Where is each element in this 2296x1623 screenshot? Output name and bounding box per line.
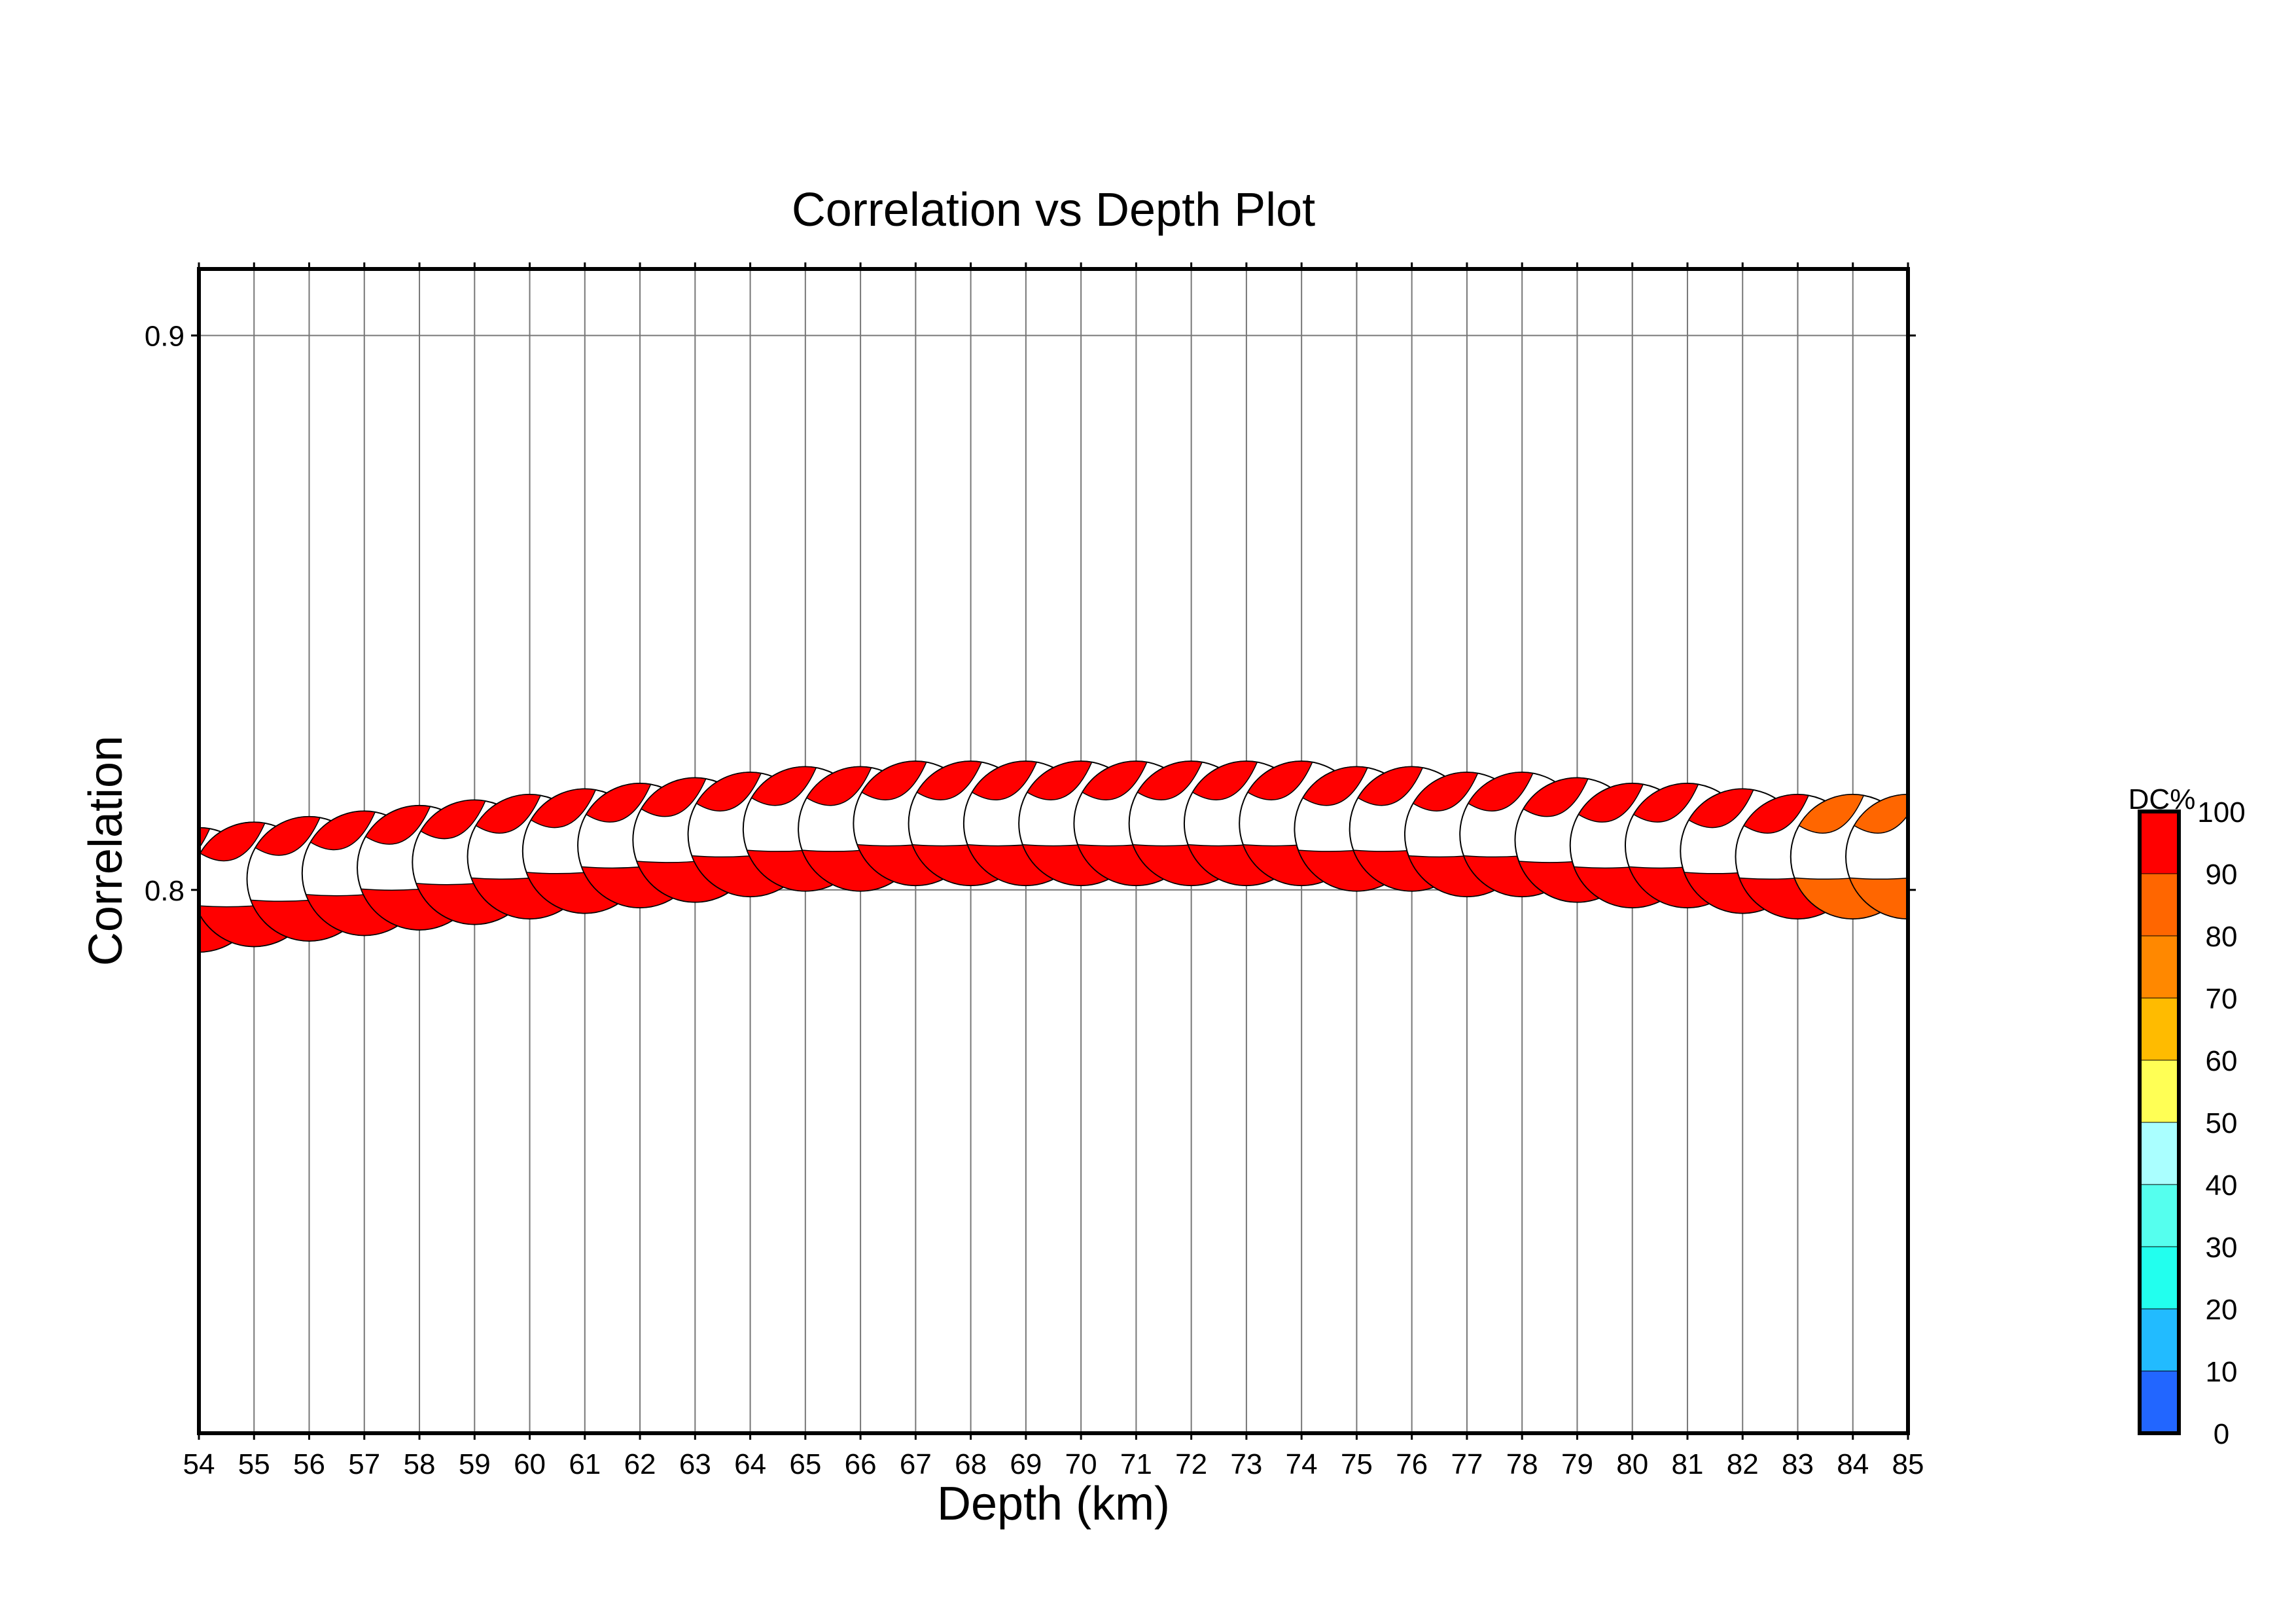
colorbar-tick-label: 40 <box>2206 1169 2238 1202</box>
beachball-quadrant-upper <box>1743 794 1810 834</box>
x-tick-label: 61 <box>569 1448 601 1480</box>
beachball-quadrant-upper <box>585 783 652 823</box>
beachball-quadrant-upper <box>475 794 542 834</box>
colorbar-tick-label: 80 <box>2206 921 2238 953</box>
x-tick-label: 59 <box>459 1448 491 1480</box>
colorbar-segment <box>2139 1246 2180 1310</box>
x-tick-label: 79 <box>1561 1448 1593 1480</box>
beachball-quadrant-upper <box>1137 760 1203 801</box>
beachball-quadrant-upper <box>419 799 486 840</box>
colorbar-segment <box>2139 935 2180 999</box>
beachball-quadrant-upper <box>641 777 707 817</box>
beachball-quadrant-upper <box>971 760 1038 801</box>
x-tick-label: 55 <box>238 1448 270 1480</box>
colorbar-frame <box>2138 810 2181 1435</box>
x-tick-label: 74 <box>1286 1448 1318 1480</box>
colorbar-tick-label: 90 <box>2206 859 2238 891</box>
beachball-quadrant-upper <box>1853 794 1908 834</box>
x-tick-label: 77 <box>1451 1448 1483 1480</box>
y-axis-label: Correlation <box>80 736 132 966</box>
x-tick-label: 85 <box>1892 1448 1924 1480</box>
beachball-quadrant-upper <box>530 788 597 829</box>
colorbar-tick-label: 30 <box>2206 1232 2238 1264</box>
x-tick-label: 60 <box>514 1448 546 1480</box>
x-tick-label: 54 <box>183 1448 215 1480</box>
colorbar-segment <box>2139 1308 2180 1372</box>
beachball-quadrant-upper <box>696 772 762 812</box>
x-tick-label: 76 <box>1396 1448 1428 1480</box>
colorbar-segment <box>2139 1184 2180 1247</box>
beachball-quadrant-upper <box>1798 794 1865 834</box>
colorbar-tick-label: 20 <box>2206 1294 2238 1326</box>
beachball-quadrant-upper <box>255 816 321 856</box>
colorbar-tick-label: 50 <box>2206 1107 2238 1139</box>
x-tick-label: 78 <box>1506 1448 1538 1480</box>
beachball-quadrant-upper <box>309 810 376 851</box>
colorbar-segment <box>2139 1122 2180 1185</box>
colorbar-segment <box>2139 1060 2180 1123</box>
beachball-quadrant-upper <box>1082 760 1148 801</box>
beachball-quadrant-upper <box>1633 783 1699 823</box>
x-tick-label: 57 <box>348 1448 380 1480</box>
x-tick-label: 65 <box>789 1448 821 1480</box>
beachball-quadrant-upper <box>916 760 983 801</box>
beachball-markers <box>199 760 1908 953</box>
beachball-quadrant-upper <box>1246 760 1313 801</box>
x-tick-label: 73 <box>1230 1448 1262 1480</box>
x-tick-label: 82 <box>1727 1448 1759 1480</box>
x-tick-label: 58 <box>404 1448 436 1480</box>
x-tick-label: 75 <box>1341 1448 1373 1480</box>
x-tick-label: 72 <box>1175 1448 1207 1480</box>
colorbar-segment <box>2139 1370 2180 1434</box>
x-tick-label: 80 <box>1616 1448 1648 1480</box>
x-tick-label: 56 <box>293 1448 325 1480</box>
x-tick-label: 67 <box>900 1448 932 1480</box>
x-tick-label: 83 <box>1782 1448 1814 1480</box>
beachball-quadrant-upper <box>1192 760 1258 801</box>
beachball-quadrant-upper <box>861 760 927 801</box>
x-tick-label: 70 <box>1065 1448 1097 1480</box>
y-tick-label: 0.9 <box>145 321 185 353</box>
colorbar-segment <box>2139 811 2180 874</box>
colorbar-tick-label: 60 <box>2206 1045 2238 1077</box>
beachball <box>1845 794 1908 919</box>
beachball-quadrant-upper <box>199 827 211 849</box>
colorbar-segment <box>2139 873 2180 936</box>
beachball-quadrant-upper <box>1412 772 1479 812</box>
x-tick-label: 62 <box>624 1448 656 1480</box>
beachball-quadrant-upper <box>199 821 266 862</box>
beachball-quadrant-upper <box>1357 766 1424 806</box>
x-tick-label: 81 <box>1671 1448 1703 1480</box>
x-tick-label: 84 <box>1837 1448 1869 1480</box>
x-tick-label: 71 <box>1120 1448 1152 1480</box>
beachball-quadrant-upper <box>1026 760 1093 801</box>
colorbar-tick-label: 0 <box>2214 1418 2229 1450</box>
chart-title: Correlation vs Depth Plot <box>792 184 1315 236</box>
beachball-quadrant-upper <box>364 805 431 845</box>
colorbar-tick-label: 10 <box>2206 1356 2238 1388</box>
beachball-quadrant-upper <box>1467 772 1534 812</box>
colorbar-segment <box>2139 997 2180 1061</box>
beachball-quadrant-lower <box>1848 877 1908 919</box>
y-tick-labels: 0.8 0.9 <box>145 321 185 907</box>
beachball-quadrant-upper <box>805 766 872 806</box>
beachball-quadrant-upper <box>751 766 817 806</box>
x-tick-labels: 54 55 56 57 58 59 60 61 62 63 64 65 66 67 68 69 70 71 72 73… <box>183 1448 1924 1480</box>
x-tick-label: 64 <box>734 1448 766 1480</box>
colorbar-tick-label: 100 <box>2197 796 2245 829</box>
y-tick-label: 0.8 <box>145 875 185 907</box>
plot-frame <box>197 267 1910 1435</box>
x-axis-label: Depth (km) <box>937 1478 1170 1530</box>
x-tick-label: 68 <box>955 1448 987 1480</box>
beachball-quadrant-upper <box>1302 766 1368 806</box>
x-tick-label: 63 <box>679 1448 711 1480</box>
beachball-quadrant-upper <box>1687 788 1754 829</box>
beachball-quadrant-upper <box>1523 777 1589 817</box>
colorbar-tick-label: 70 <box>2206 983 2238 1015</box>
x-tick-label: 69 <box>1010 1448 1042 1480</box>
beachball-quadrant-upper <box>1578 783 1644 823</box>
x-tick-label: 66 <box>845 1448 877 1480</box>
